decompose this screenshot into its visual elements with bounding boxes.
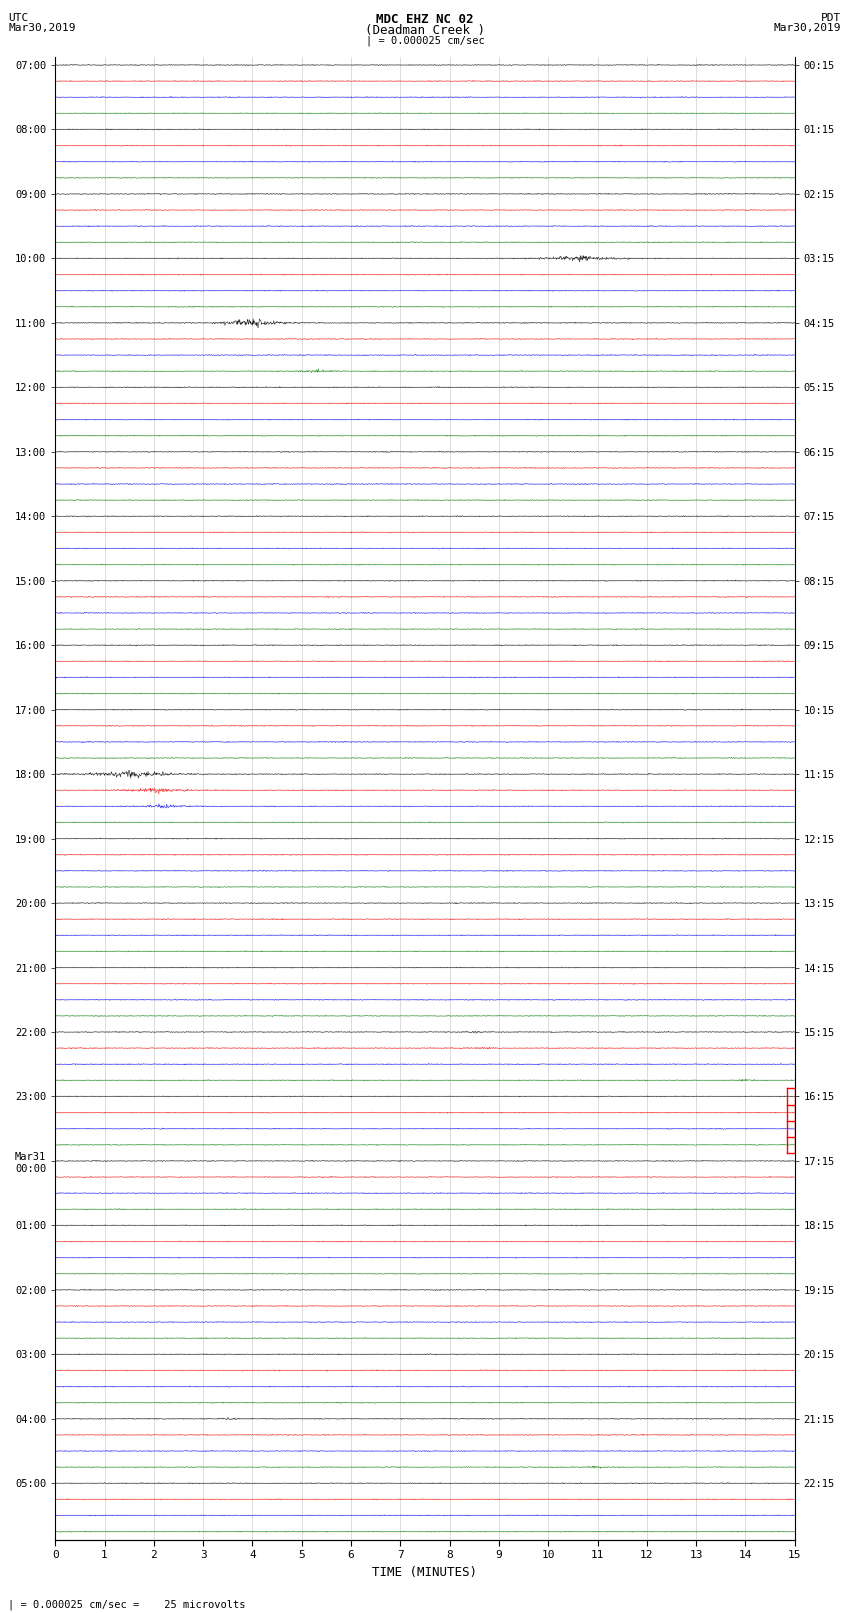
X-axis label: TIME (MINUTES): TIME (MINUTES) bbox=[372, 1566, 478, 1579]
Text: (Deadman Creek ): (Deadman Creek ) bbox=[365, 24, 485, 37]
Text: UTC: UTC bbox=[8, 13, 29, 23]
Text: MDC EHZ NC 02: MDC EHZ NC 02 bbox=[377, 13, 473, 26]
Text: PDT: PDT bbox=[821, 13, 842, 23]
Text: Mar30,2019: Mar30,2019 bbox=[8, 23, 76, 32]
Text: Mar30,2019: Mar30,2019 bbox=[774, 23, 842, 32]
Text: | = 0.000025 cm/sec: | = 0.000025 cm/sec bbox=[366, 35, 484, 47]
Text: | = 0.000025 cm/sec =    25 microvolts: | = 0.000025 cm/sec = 25 microvolts bbox=[8, 1598, 246, 1610]
